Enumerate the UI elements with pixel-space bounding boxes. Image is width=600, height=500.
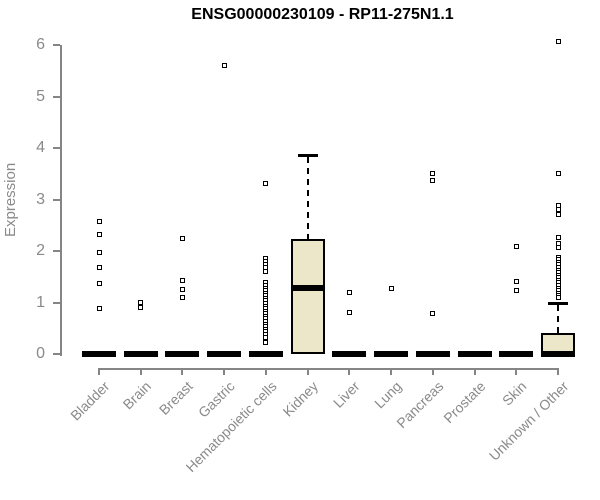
box-rect bbox=[290, 239, 325, 354]
x-axis-tick bbox=[306, 368, 309, 375]
y-tick-label: 3 bbox=[36, 190, 45, 208]
outlier-point bbox=[263, 334, 269, 340]
median-line bbox=[207, 351, 242, 357]
x-category-label: Breast bbox=[155, 378, 196, 418]
outlier-point bbox=[263, 180, 269, 186]
outlier-point bbox=[555, 245, 561, 251]
y-axis-tick bbox=[53, 301, 60, 304]
y-axis-tick bbox=[53, 44, 60, 46]
outlier-point bbox=[555, 39, 561, 45]
x-axis-tick bbox=[98, 368, 100, 375]
y-axis-tick bbox=[53, 95, 60, 98]
median-line bbox=[332, 351, 367, 357]
x-axis-line bbox=[99, 368, 559, 370]
median-line bbox=[248, 351, 283, 357]
median-line bbox=[290, 284, 325, 291]
outlier-point bbox=[96, 250, 102, 256]
median-line bbox=[541, 351, 576, 357]
outlier-point bbox=[179, 294, 185, 300]
x-category-label: Brain bbox=[119, 378, 155, 413]
outlier-point bbox=[263, 268, 269, 274]
median-line bbox=[374, 351, 409, 357]
outlier-point bbox=[179, 286, 185, 292]
outlier-point bbox=[96, 305, 102, 311]
outlier-point bbox=[513, 279, 519, 285]
outlier-point bbox=[138, 305, 144, 311]
x-axis-tick bbox=[515, 368, 518, 375]
y-axis-line bbox=[60, 45, 62, 356]
median-line bbox=[82, 351, 116, 357]
x-axis-tick bbox=[223, 368, 226, 375]
median-line bbox=[165, 351, 200, 357]
outlier-point bbox=[346, 289, 352, 295]
outlier-point bbox=[555, 202, 561, 208]
outlier-point bbox=[430, 311, 436, 317]
y-axis-tick bbox=[53, 147, 60, 149]
outlier-point bbox=[555, 170, 561, 176]
outlier-point bbox=[96, 264, 102, 270]
y-tick-label: 1 bbox=[36, 293, 45, 311]
outlier-point bbox=[555, 295, 561, 301]
x-axis-tick bbox=[139, 368, 142, 375]
whisker-cap bbox=[297, 154, 318, 158]
outlier-point bbox=[221, 62, 227, 68]
x-category-label: Prostate bbox=[439, 378, 488, 427]
outlier-point bbox=[138, 300, 144, 305]
outlier-point bbox=[555, 234, 561, 240]
outlier-point bbox=[555, 212, 561, 218]
chart-title: ENSG00000230109 - RP11-275N1.1 bbox=[191, 6, 454, 23]
x-axis-tick bbox=[264, 368, 267, 375]
outlier-point bbox=[179, 278, 185, 284]
outlier-point bbox=[96, 232, 102, 238]
y-tick-label: 2 bbox=[36, 242, 45, 259]
x-axis-tick bbox=[557, 368, 560, 375]
outlier-point bbox=[96, 219, 102, 225]
x-category-label: Bladder bbox=[66, 378, 113, 424]
x-axis-tick bbox=[348, 368, 351, 375]
median-line bbox=[457, 351, 492, 357]
y-axis-tick bbox=[53, 250, 60, 252]
y-axis-tick bbox=[53, 198, 60, 201]
x-category-label: Liver bbox=[329, 378, 363, 411]
outlier-point bbox=[430, 170, 436, 176]
y-axis-tick bbox=[53, 353, 60, 355]
outlier-point bbox=[388, 285, 394, 291]
y-tick-label: 0 bbox=[36, 345, 45, 362]
outlier-point bbox=[263, 339, 269, 345]
y-tick-label: 4 bbox=[36, 139, 45, 156]
outlier-point bbox=[346, 310, 352, 316]
median-line bbox=[415, 351, 450, 357]
whisker-line bbox=[306, 157, 309, 240]
x-category-label: Skin bbox=[499, 378, 530, 409]
x-category-label: Kidney bbox=[279, 378, 322, 420]
whisker-line bbox=[557, 304, 560, 333]
outlier-point bbox=[513, 244, 519, 250]
x-axis-tick bbox=[431, 368, 434, 375]
whisker-cap bbox=[548, 301, 569, 305]
x-category-label: Unknown / Other bbox=[485, 378, 572, 464]
x-axis-tick bbox=[390, 368, 393, 375]
outlier-point bbox=[555, 207, 561, 213]
outlier-point bbox=[179, 235, 185, 241]
x-axis-tick bbox=[473, 368, 476, 375]
x-category-label: Lung bbox=[371, 378, 405, 412]
y-tick-label: 5 bbox=[36, 87, 45, 105]
outlier-point bbox=[96, 280, 102, 286]
median-line bbox=[123, 351, 158, 357]
outlier-point bbox=[430, 178, 436, 184]
median-line bbox=[499, 351, 534, 357]
x-axis-tick bbox=[181, 368, 184, 375]
y-tick-label: 6 bbox=[36, 36, 45, 53]
outlier-point bbox=[513, 287, 519, 293]
